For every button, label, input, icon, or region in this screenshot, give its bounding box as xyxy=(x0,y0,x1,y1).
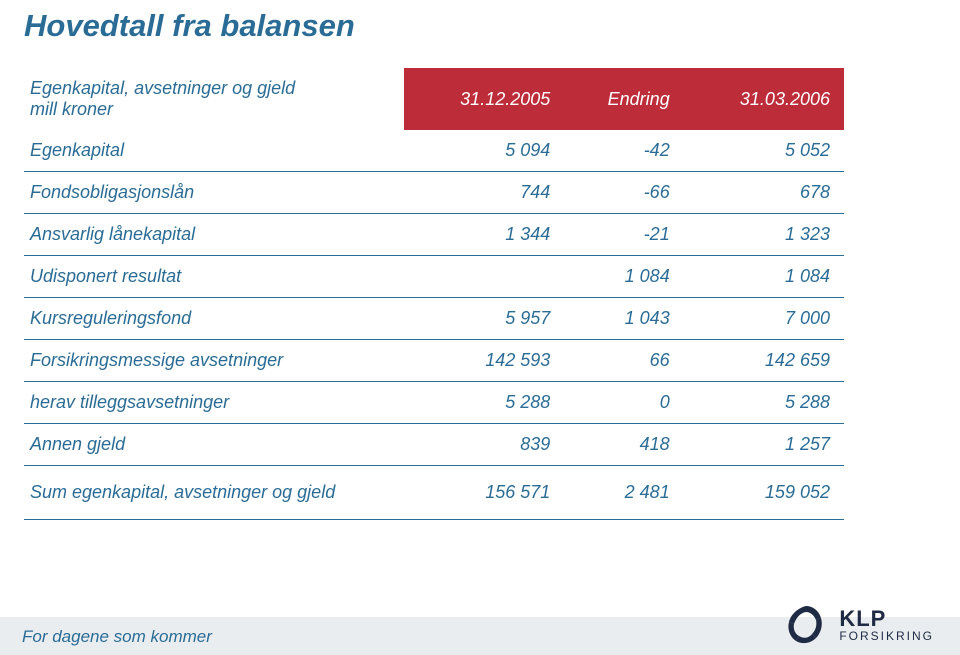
row-label: Egenkapital xyxy=(24,130,404,172)
cell-c3: 7 000 xyxy=(684,298,844,340)
cell-c2: -42 xyxy=(564,130,683,172)
table-body: Egenkapital5 094-425 052Fondsobligasjons… xyxy=(24,130,844,520)
table-row: Annen gjeld8394181 257 xyxy=(24,424,844,466)
cell-c2: 1 043 xyxy=(564,298,683,340)
cell-c1: 142 593 xyxy=(404,340,564,382)
cell-c3: 678 xyxy=(684,172,844,214)
header-rowhead: Egenkapital, avsetninger og gjeld mill k… xyxy=(24,68,404,130)
cell-c1: 1 344 xyxy=(404,214,564,256)
table-row: Kursreguleringsfond5 9571 0437 000 xyxy=(24,298,844,340)
table-header-row: Egenkapital, avsetninger og gjeld mill k… xyxy=(24,68,844,130)
row-label: herav tilleggsavsetninger xyxy=(24,382,404,424)
table-row: Ansvarlig lånekapital1 344-211 323 xyxy=(24,214,844,256)
cell-c3: 1 323 xyxy=(684,214,844,256)
logo-text: KLP FORSIKRING xyxy=(839,608,934,643)
cell-c2: 0 xyxy=(564,382,683,424)
cell-c2: 1 084 xyxy=(564,256,683,298)
cell-c1: 5 288 xyxy=(404,382,564,424)
cell-c2: 66 xyxy=(564,340,683,382)
cell-c1: 744 xyxy=(404,172,564,214)
sum-cell: 2 481 xyxy=(564,466,683,520)
sum-label: Sum egenkapital, avsetninger og gjeld xyxy=(24,466,404,520)
cell-c1: 839 xyxy=(404,424,564,466)
cell-c2: -21 xyxy=(564,214,683,256)
footer-slogan: For dagene som kommer xyxy=(22,627,212,647)
footer: For dagene som kommer KLP FORSIKRING xyxy=(0,597,960,655)
table-row: Forsikringsmessige avsetninger142 593661… xyxy=(24,340,844,382)
table-row: Egenkapital5 094-425 052 xyxy=(24,130,844,172)
logo-main-text: KLP xyxy=(839,608,934,630)
table-sum-row: Sum egenkapital, avsetninger og gjeld156… xyxy=(24,466,844,520)
cell-c3: 5 288 xyxy=(684,382,844,424)
row-label: Ansvarlig lånekapital xyxy=(24,214,404,256)
sum-cell: 156 571 xyxy=(404,466,564,520)
klp-logo: KLP FORSIKRING xyxy=(783,603,934,649)
cell-c3: 142 659 xyxy=(684,340,844,382)
table-row: herav tilleggsavsetninger5 28805 288 xyxy=(24,382,844,424)
header-rowhead-line1: Egenkapital, avsetninger og gjeld xyxy=(30,78,390,99)
cell-c3: 1 257 xyxy=(684,424,844,466)
row-label: Kursreguleringsfond xyxy=(24,298,404,340)
cell-c3: 5 052 xyxy=(684,130,844,172)
page-title: Hovedtall fra balansen xyxy=(24,8,355,44)
cell-c2: 418 xyxy=(564,424,683,466)
row-label: Fondsobligasjonslån xyxy=(24,172,404,214)
logo-mark-icon xyxy=(783,603,829,649)
row-label: Forsikringsmessige avsetninger xyxy=(24,340,404,382)
cell-c1: 5 957 xyxy=(404,298,564,340)
header-col3: 31.03.2006 xyxy=(684,68,844,130)
header-col2: Endring xyxy=(564,68,683,130)
table-row: Fondsobligasjonslån744-66678 xyxy=(24,172,844,214)
cell-c2: -66 xyxy=(564,172,683,214)
balance-table: Egenkapital, avsetninger og gjeld mill k… xyxy=(24,68,844,520)
balance-table-wrap: Egenkapital, avsetninger og gjeld mill k… xyxy=(24,68,844,520)
header-col1: 31.12.2005 xyxy=(404,68,564,130)
sum-cell: 159 052 xyxy=(684,466,844,520)
table-row: Udisponert resultat 1 0841 084 xyxy=(24,256,844,298)
cell-c1: 5 094 xyxy=(404,130,564,172)
row-label: Annen gjeld xyxy=(24,424,404,466)
logo-sub-text: FORSIKRING xyxy=(839,630,934,643)
cell-c1 xyxy=(404,256,564,298)
cell-c3: 1 084 xyxy=(684,256,844,298)
header-rowhead-line2: mill kroner xyxy=(30,99,390,120)
row-label: Udisponert resultat xyxy=(24,256,404,298)
